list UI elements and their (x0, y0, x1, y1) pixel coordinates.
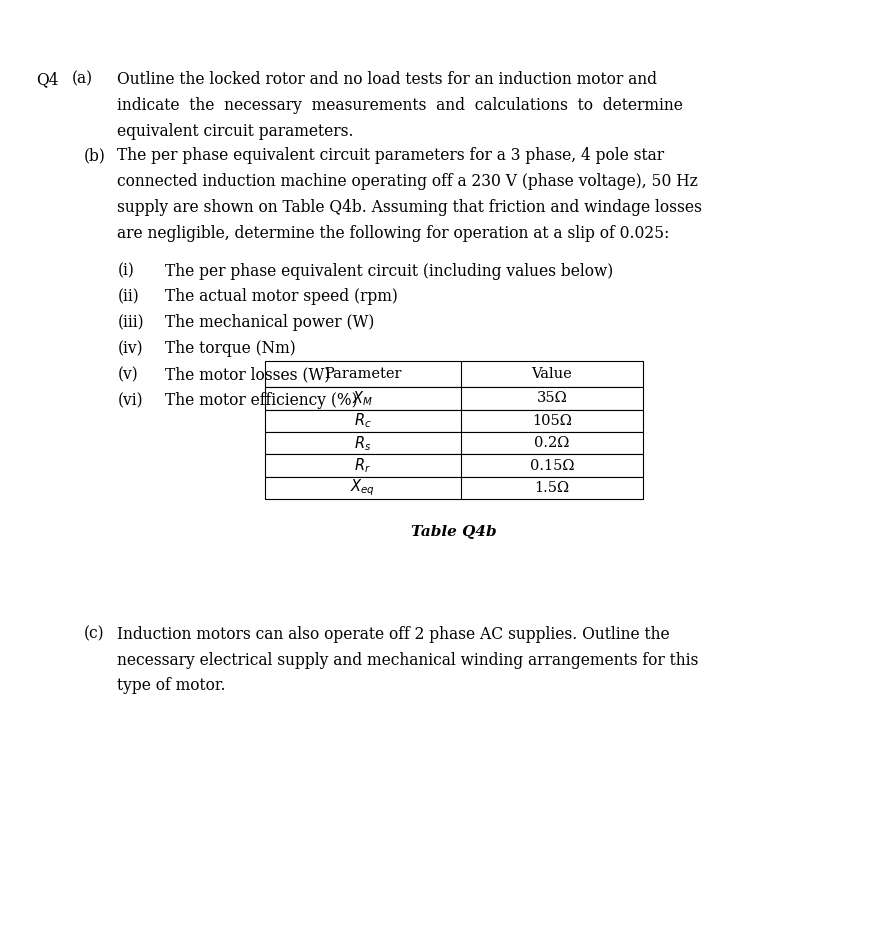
Text: Q4: Q4 (36, 71, 59, 88)
Text: are negligible, determine the following for operation at a slip of 0.025:: are negligible, determine the following … (117, 224, 670, 242)
Text: 35Ω: 35Ω (536, 391, 567, 406)
Text: 0.15Ω: 0.15Ω (529, 458, 574, 473)
Bar (265, 454, 643, 477)
Text: (v): (v) (117, 366, 138, 383)
Text: The mechanical power (W): The mechanical power (W) (165, 315, 375, 331)
Text: supply are shown on Table Q4b. Assuming that friction and windage losses: supply are shown on Table Q4b. Assuming … (117, 199, 702, 216)
Text: (ii): (ii) (117, 289, 139, 305)
Bar (265, 361, 643, 387)
Text: The torque (Nm): The torque (Nm) (165, 340, 295, 358)
Text: $R_r$: $R_r$ (355, 456, 371, 475)
Text: The motor efficiency (%): The motor efficiency (%) (165, 392, 358, 409)
Text: 0.2Ω: 0.2Ω (534, 436, 569, 451)
Bar (265, 477, 643, 499)
Bar (265, 432, 643, 454)
Text: 105Ω: 105Ω (532, 413, 572, 428)
Text: (a): (a) (72, 71, 93, 88)
Text: $X_M$: $X_M$ (352, 389, 374, 408)
Text: (iii): (iii) (117, 315, 144, 331)
Text: The motor losses (W): The motor losses (W) (165, 366, 330, 383)
Text: 1.5Ω: 1.5Ω (534, 480, 569, 495)
Text: (c): (c) (83, 626, 104, 642)
Text: Value: Value (532, 367, 572, 382)
Text: The per phase equivalent circuit parameters for a 3 phase, 4 pole star: The per phase equivalent circuit paramet… (117, 147, 665, 164)
Text: Table Q4b: Table Q4b (411, 525, 497, 539)
Text: type of motor.: type of motor. (117, 678, 226, 695)
Bar (265, 410, 643, 432)
Text: indicate  the  necessary  measurements  and  calculations  to  determine: indicate the necessary measurements and … (117, 97, 683, 114)
Text: Outline the locked rotor and no load tests for an induction motor and: Outline the locked rotor and no load tes… (117, 71, 657, 88)
Text: The per phase equivalent circuit (including values below): The per phase equivalent circuit (includ… (165, 263, 614, 279)
Text: Parameter: Parameter (324, 367, 401, 382)
Text: The actual motor speed (rpm): The actual motor speed (rpm) (165, 289, 398, 305)
Text: $R_c$: $R_c$ (354, 412, 372, 430)
Text: (vi): (vi) (117, 392, 143, 409)
Text: Induction motors can also operate off 2 phase AC supplies. Outline the: Induction motors can also operate off 2 … (117, 626, 670, 642)
Text: (b): (b) (83, 147, 105, 164)
Text: (i): (i) (117, 263, 134, 279)
Text: (iv): (iv) (117, 340, 143, 358)
Bar (265, 387, 643, 410)
Text: equivalent circuit parameters.: equivalent circuit parameters. (117, 123, 354, 140)
Text: $X_{eq}$: $X_{eq}$ (350, 478, 375, 498)
Text: $R_s$: $R_s$ (355, 434, 371, 452)
Text: connected induction machine operating off a 230 V (phase voltage), 50 Hz: connected induction machine operating of… (117, 173, 698, 190)
Text: necessary electrical supply and mechanical winding arrangements for this: necessary electrical supply and mechanic… (117, 652, 699, 668)
